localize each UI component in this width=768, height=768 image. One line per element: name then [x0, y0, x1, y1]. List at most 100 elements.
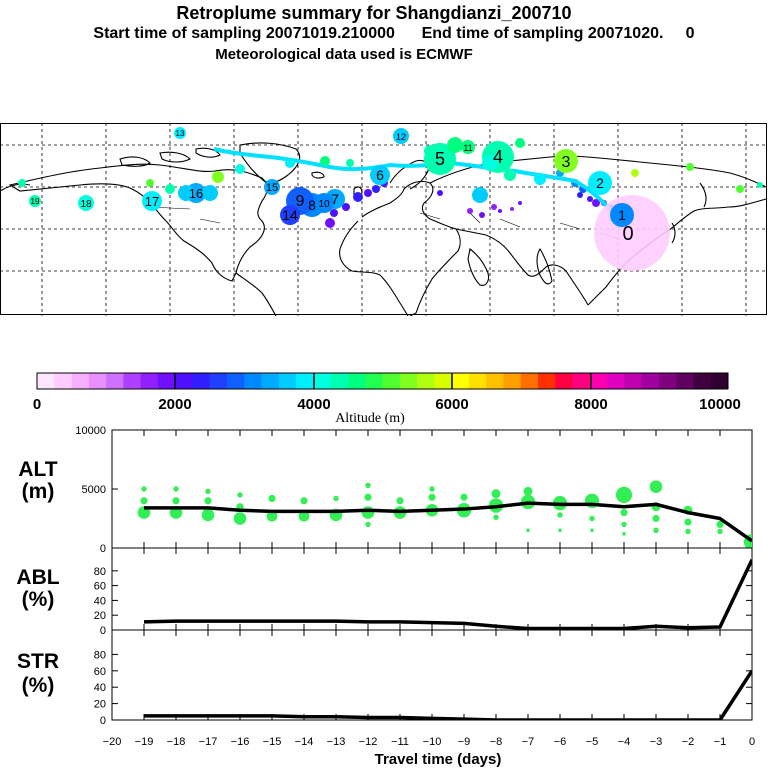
colorbar-cell — [434, 373, 452, 389]
y-tick-label: 40 — [94, 595, 106, 607]
x-tick-label: −15 — [263, 736, 282, 748]
x-tick-label: −13 — [327, 736, 346, 748]
colorbar-cell — [278, 373, 297, 389]
cluster-label-12: 12 — [396, 132, 406, 142]
colorbar-cell — [175, 373, 193, 389]
x-tick-label: −20 — [103, 736, 122, 748]
x-tick-label: −3 — [650, 736, 663, 748]
x-axis-label: Travel time (days) — [375, 751, 502, 768]
x-tick-label: −9 — [458, 736, 471, 748]
cluster-label-8: 8 — [308, 197, 316, 213]
y-tick-label: 10000 — [75, 426, 106, 437]
colorbar-tick-10000: 10000 — [699, 396, 741, 413]
panel-frame — [111, 547, 753, 631]
colorbar-cell — [313, 373, 331, 389]
cluster-14-marker — [280, 205, 300, 225]
abl-ylabel-line1: ABL — [16, 566, 59, 589]
altitude-colorbar: 0 2000 4000 6000 8000 10000 Altitude (m) — [33, 372, 741, 426]
colorbar-cell — [399, 373, 418, 389]
altitude-point — [684, 518, 692, 526]
altitude-point — [266, 510, 278, 522]
y-tick-label: 80 — [94, 566, 106, 578]
alt-panel: 0 5000 10000 — [75, 426, 753, 555]
y-tick-label: 5000 — [82, 484, 106, 496]
alt-ylabel-line1: ALT — [18, 458, 57, 481]
colorbar-cell — [227, 373, 245, 389]
y-tick-label: 20 — [94, 610, 106, 622]
altitude-point — [557, 512, 563, 518]
colorbar-tick-2000: 2000 — [158, 396, 191, 413]
cluster-11-marker — [461, 140, 475, 154]
colorbar-cell — [607, 373, 625, 389]
colorbar-cell — [123, 373, 141, 389]
altitude-point — [141, 486, 147, 492]
altitude-point — [716, 520, 724, 528]
y-tick-label: 20 — [94, 699, 106, 711]
x-axis: −20 −19 −18 −17 −16 −15 −14 −13 −12 −11 −10 −9 −8 −7−… — [103, 736, 755, 748]
colorbar-cell — [347, 373, 366, 389]
y-tick-label: 60 — [94, 666, 106, 678]
colorbar-cell — [244, 373, 262, 389]
cluster-label-19: 19 — [31, 197, 40, 206]
cluster-label-2: 2 — [596, 175, 604, 191]
altitude-point — [558, 528, 562, 533]
cluster-label-16: 16 — [189, 186, 203, 201]
altitude-point — [428, 493, 436, 501]
altitude-point — [526, 528, 530, 533]
colorbar-cell — [710, 373, 729, 389]
x-tick-label: 0 — [749, 736, 755, 748]
x-tick-label: −11 — [391, 736, 409, 748]
colorbar-tick-8000: 8000 — [574, 396, 607, 413]
colorbar-cell — [88, 373, 107, 389]
cluster-17-marker — [142, 191, 162, 211]
altitude-point — [429, 486, 435, 492]
colorbar-cell — [157, 373, 176, 389]
cluster-label-14: 14 — [282, 207, 298, 223]
x-tick-label: −14 — [295, 736, 314, 748]
y-tick-label: 60 — [94, 581, 106, 593]
x-tick-label: −8 — [490, 736, 503, 748]
colorbar-cell — [486, 373, 504, 389]
colorbar-cell — [192, 373, 211, 389]
altitude-point — [649, 480, 663, 493]
colorbar-tick-6000: 6000 — [435, 396, 468, 413]
altitude-point — [365, 482, 371, 489]
altitude-point — [717, 528, 723, 535]
cluster-labels: 0 1 2 3 4 5 6 7 8 9 10 11 12 13 14 15 16… — [31, 129, 634, 245]
altitude-point — [622, 532, 626, 536]
colorbar-cell — [468, 373, 487, 389]
colorbar-label: Altitude (m) — [335, 411, 405, 426]
altitude-point — [621, 521, 627, 528]
cluster-label-18: 18 — [80, 199, 92, 210]
colorbar-cell — [503, 373, 521, 389]
cluster-19-marker — [29, 195, 41, 207]
altitude-point — [298, 510, 310, 522]
colorbar-cell — [382, 373, 401, 389]
cluster-label-13: 13 — [176, 129, 185, 138]
colorbar-cell — [71, 373, 90, 389]
colorbar-cell — [261, 373, 280, 389]
cluster-15-marker — [264, 179, 280, 195]
altitude-point — [620, 509, 628, 517]
altitude-point — [233, 512, 247, 525]
x-tick-label: −2 — [682, 736, 695, 748]
colorbar-cell — [624, 373, 642, 389]
colorbar-cells — [37, 373, 729, 389]
colorbar-tick-4000: 4000 — [297, 396, 330, 413]
colorbar-cell — [140, 373, 159, 389]
colorbar-cell — [209, 373, 228, 389]
altitude-point — [268, 494, 276, 503]
altitude-point — [615, 486, 633, 503]
altitude-point — [333, 495, 339, 502]
colorbar-cell — [106, 373, 124, 389]
x-tick-label: −7 — [522, 736, 535, 748]
colorbar-cell — [676, 373, 694, 389]
altitude-point — [460, 493, 468, 501]
colorbar-tick-0: 0 — [33, 396, 41, 413]
colorbar-cell — [589, 373, 608, 389]
str-ylabel-line2: (%) — [22, 674, 55, 697]
colorbar-cell — [451, 373, 470, 389]
cluster-label-11: 11 — [463, 143, 472, 153]
alt-ylabel-line2: (m) — [22, 480, 55, 503]
